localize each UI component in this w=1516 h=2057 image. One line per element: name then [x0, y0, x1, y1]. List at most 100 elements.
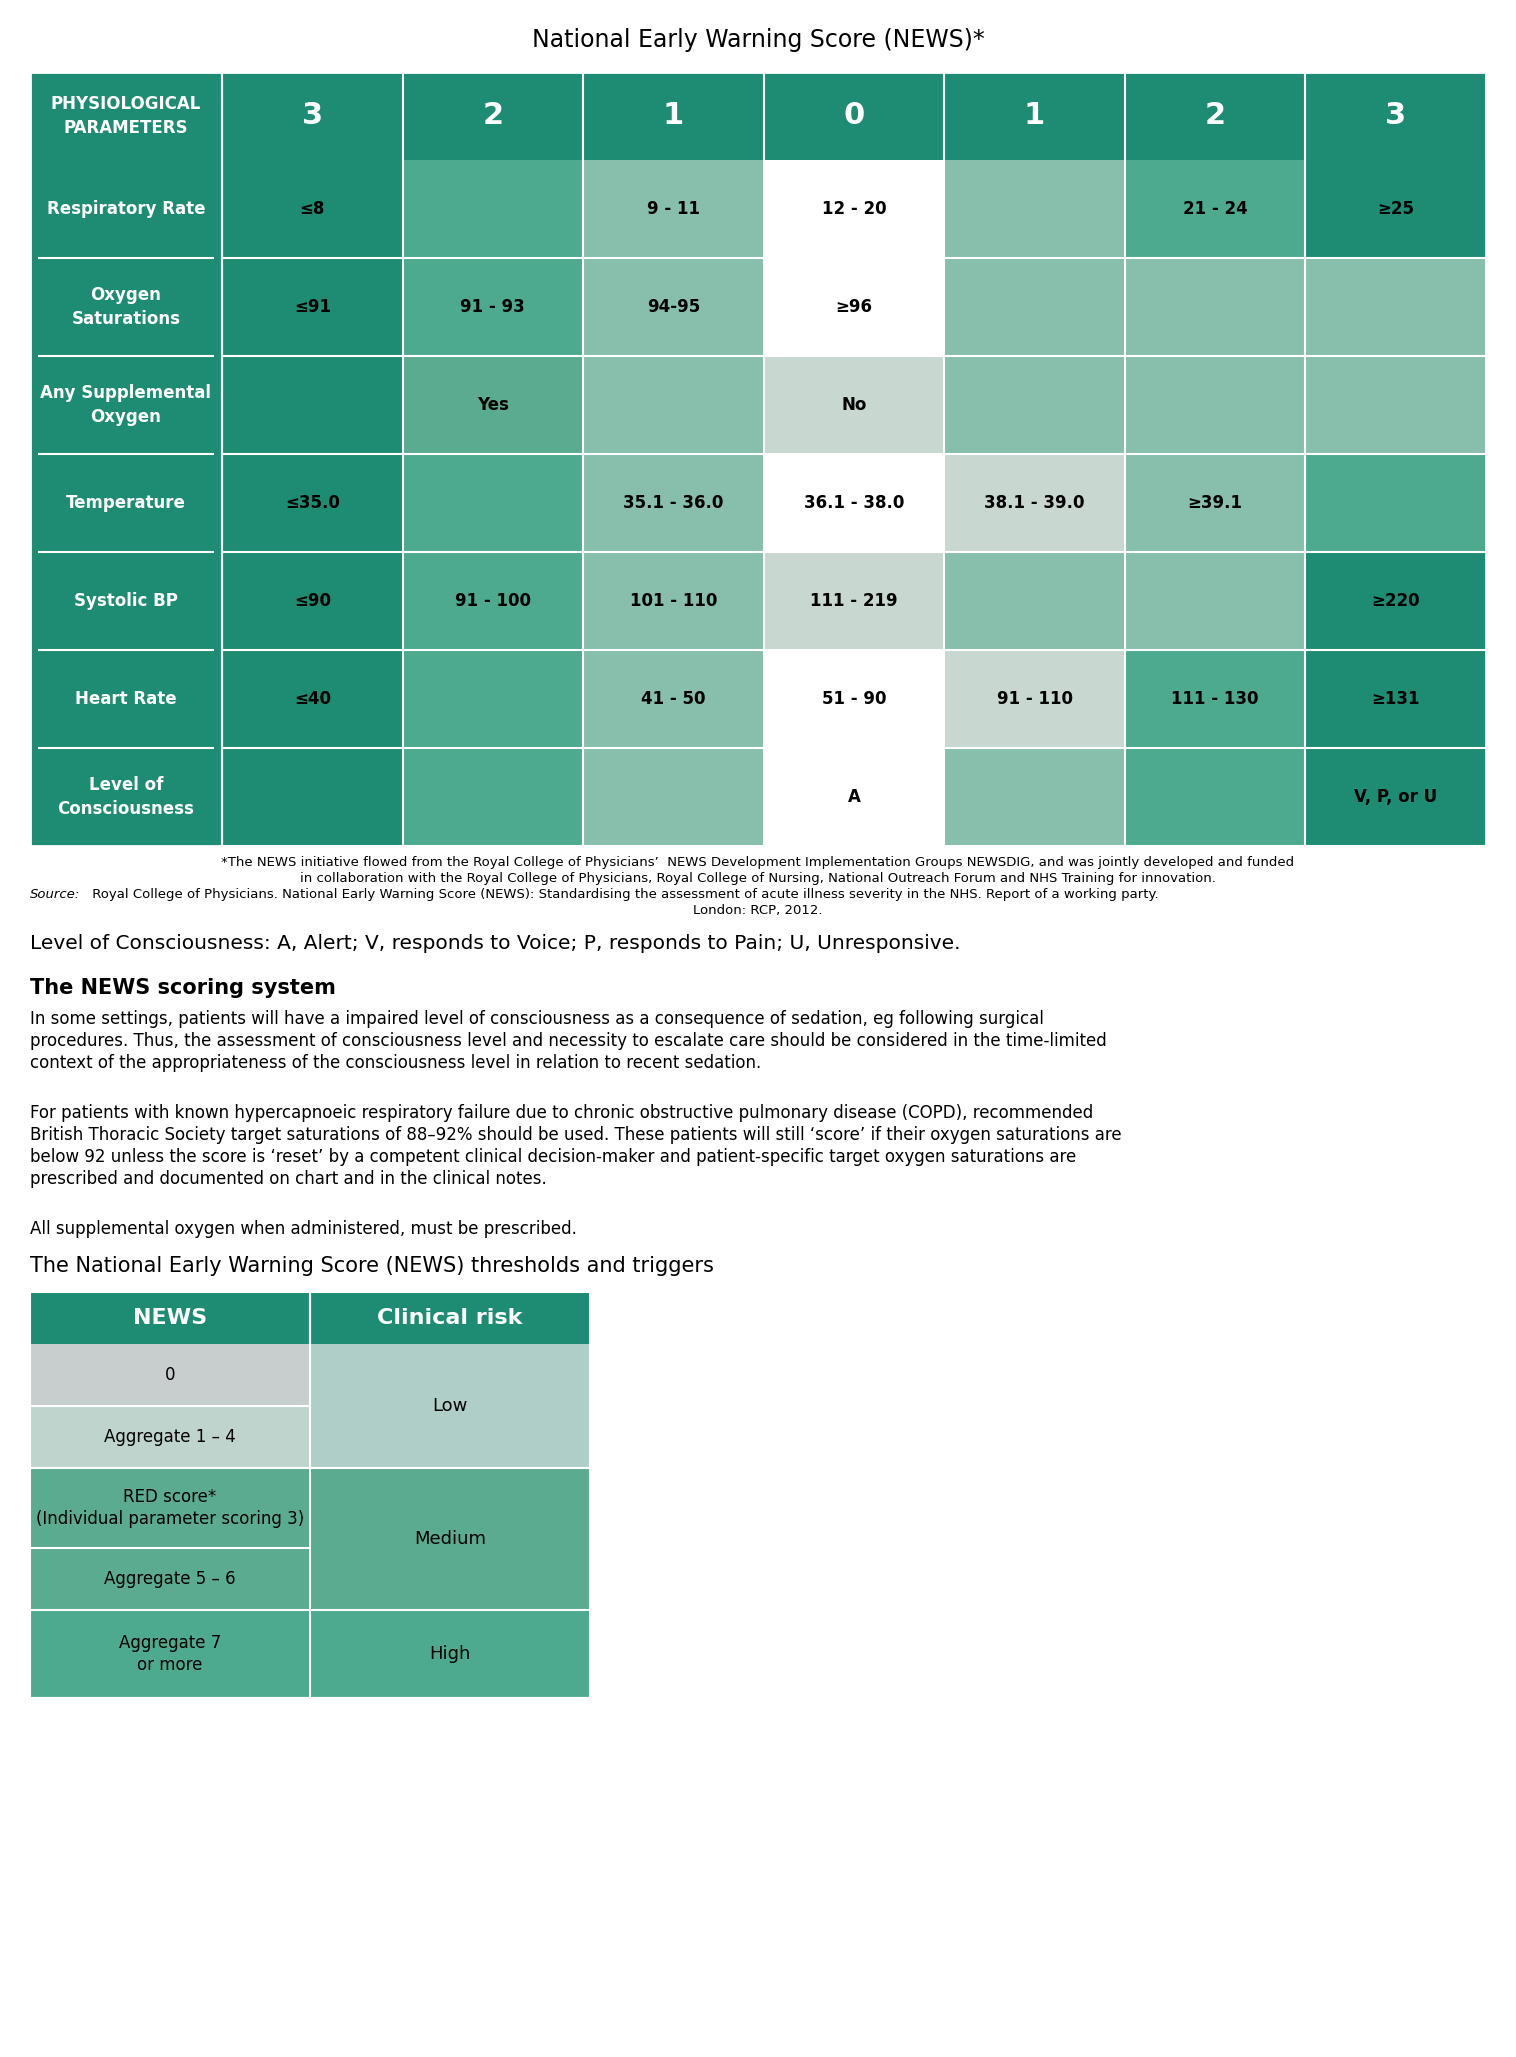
Bar	[1125, 551, 1305, 650]
Text: 9 - 11: 9 - 11	[647, 200, 700, 218]
Text: Medium: Medium	[414, 1530, 487, 1549]
Bar	[30, 749, 221, 845]
Bar	[403, 160, 584, 257]
Text: All supplemental oxygen when administered, must be prescribed.: All supplemental oxygen when administere…	[30, 1220, 578, 1238]
Text: 94-95: 94-95	[647, 298, 700, 317]
Bar	[30, 455, 221, 551]
Text: The National Early Warning Score (NEWS) thresholds and triggers: The National Early Warning Score (NEWS) …	[30, 1257, 714, 1275]
Bar	[944, 455, 1125, 551]
Text: Aggregate 7
or more: Aggregate 7 or more	[118, 1633, 221, 1674]
Text: PHYSIOLOGICAL
PARAMETERS: PHYSIOLOGICAL PARAMETERS	[52, 95, 202, 138]
Bar	[30, 1549, 309, 1611]
Text: ≤40: ≤40	[294, 689, 330, 708]
Text: 35.1 - 36.0: 35.1 - 36.0	[623, 494, 723, 512]
Bar	[764, 749, 944, 845]
Text: Yes: Yes	[478, 397, 509, 413]
Bar	[309, 1343, 590, 1469]
Bar	[584, 455, 764, 551]
Bar	[221, 650, 403, 749]
Text: 2: 2	[1205, 101, 1226, 130]
Bar	[30, 257, 221, 356]
Bar	[30, 1407, 309, 1469]
Text: Respiratory Rate: Respiratory Rate	[47, 200, 205, 218]
Bar	[1125, 356, 1305, 455]
Bar	[764, 356, 944, 455]
Bar	[764, 650, 944, 749]
Text: prescribed and documented on chart and in the clinical notes.: prescribed and documented on chart and i…	[30, 1170, 547, 1189]
Text: 1: 1	[1023, 101, 1045, 130]
Bar	[403, 650, 584, 749]
Text: Aggregate 1 – 4: Aggregate 1 – 4	[105, 1428, 236, 1446]
Text: The NEWS scoring system: The NEWS scoring system	[30, 977, 337, 998]
Text: 101 - 110: 101 - 110	[629, 592, 717, 611]
Text: 51 - 90: 51 - 90	[822, 689, 887, 708]
Text: 0: 0	[843, 101, 864, 130]
Text: 36.1 - 38.0: 36.1 - 38.0	[803, 494, 904, 512]
Bar	[221, 257, 403, 356]
Bar	[764, 257, 944, 356]
Bar	[1125, 650, 1305, 749]
Text: 38.1 - 39.0: 38.1 - 39.0	[984, 494, 1085, 512]
Bar	[944, 356, 1125, 455]
Bar	[403, 749, 584, 845]
Bar	[1305, 356, 1486, 455]
Text: Any Supplemental
Oxygen: Any Supplemental Oxygen	[41, 385, 212, 426]
Bar	[221, 749, 403, 845]
Text: Temperature: Temperature	[67, 494, 186, 512]
Bar	[30, 650, 221, 749]
Text: Level of
Consciousness: Level of Consciousness	[58, 775, 194, 819]
Bar	[403, 356, 584, 455]
Text: Source:: Source:	[30, 889, 80, 901]
Text: 91 - 93: 91 - 93	[461, 298, 525, 317]
Bar	[944, 257, 1125, 356]
Bar	[30, 1343, 309, 1407]
Bar	[1305, 257, 1486, 356]
Bar	[30, 160, 221, 257]
Text: Oxygen
Saturations: Oxygen Saturations	[71, 286, 180, 327]
Text: British Thoracic Society target saturations of 88–92% should be used. These pati: British Thoracic Society target saturati…	[30, 1125, 1122, 1144]
Bar	[1305, 160, 1486, 257]
Bar	[221, 356, 403, 455]
Bar	[403, 257, 584, 356]
Text: Royal College of Physicians. National Early Warning Score (NEWS): Standardising : Royal College of Physicians. National Ea…	[88, 889, 1158, 901]
Text: 3: 3	[302, 101, 323, 130]
Bar	[944, 551, 1125, 650]
Bar	[221, 160, 403, 257]
Text: Heart Rate: Heart Rate	[76, 689, 177, 708]
Text: V, P, or U: V, P, or U	[1354, 788, 1437, 806]
Text: ≤91: ≤91	[294, 298, 330, 317]
Text: ≥220: ≥220	[1372, 592, 1420, 611]
Bar	[584, 160, 764, 257]
Bar	[1305, 650, 1486, 749]
Text: 1: 1	[662, 101, 684, 130]
Bar	[30, 356, 221, 455]
Text: 111 - 130: 111 - 130	[1172, 689, 1258, 708]
Bar	[584, 257, 764, 356]
Bar	[764, 455, 944, 551]
Bar	[1125, 257, 1305, 356]
Bar	[30, 1469, 309, 1549]
Text: ≤8: ≤8	[300, 200, 324, 218]
Text: ≤90: ≤90	[294, 592, 330, 611]
Text: 12 - 20: 12 - 20	[822, 200, 887, 218]
Bar	[584, 551, 764, 650]
Bar	[30, 1292, 590, 1343]
Bar	[1305, 749, 1486, 845]
Text: A: A	[847, 788, 861, 806]
Text: High: High	[429, 1646, 470, 1662]
Bar	[1125, 749, 1305, 845]
Text: ≥131: ≥131	[1372, 689, 1420, 708]
Text: London: RCP, 2012.: London: RCP, 2012.	[693, 903, 823, 917]
Bar	[403, 455, 584, 551]
Bar	[944, 650, 1125, 749]
Text: ≥25: ≥25	[1377, 200, 1414, 218]
Bar	[30, 72, 1486, 160]
Bar	[403, 551, 584, 650]
Text: below 92 unless the score is ‘reset’ by a competent clinical decision-maker and : below 92 unless the score is ‘reset’ by …	[30, 1148, 1076, 1166]
Text: Clinical risk: Clinical risk	[377, 1308, 523, 1329]
Text: 0: 0	[165, 1366, 176, 1384]
Text: 41 - 50: 41 - 50	[641, 689, 705, 708]
Text: 91 - 100: 91 - 100	[455, 592, 531, 611]
Text: 3: 3	[1386, 101, 1407, 130]
Bar	[944, 160, 1125, 257]
